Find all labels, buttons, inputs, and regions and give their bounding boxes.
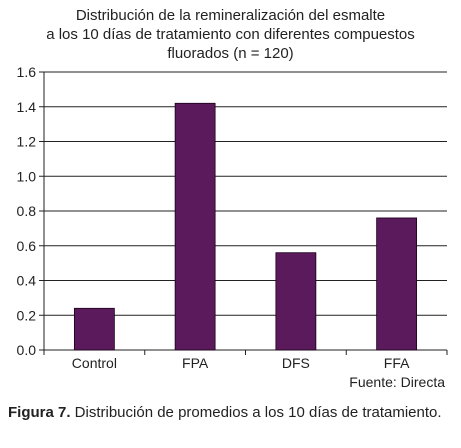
bar-dfs — [275, 252, 317, 351]
y-tick-label: 1.4 — [17, 99, 37, 115]
y-tick-label: 0.2 — [17, 307, 37, 323]
chart-title-line-1: Distribución de la remineralización del … — [75, 7, 386, 24]
bar-control — [73, 307, 115, 351]
y-tick-label: 0.8 — [17, 203, 37, 219]
x-tick-label: Control — [72, 355, 117, 371]
y-tick-label: 1.0 — [17, 168, 37, 184]
y-tick-label: 0.0 — [17, 342, 37, 358]
y-tick-label: 0.4 — [17, 273, 37, 289]
y-tick-label: 0.6 — [17, 238, 37, 254]
figure-caption-text: Distribución de promedios a los 10 días … — [70, 404, 442, 421]
y-tick-label: 1.2 — [17, 134, 37, 150]
x-tick-label: FFA — [384, 355, 410, 371]
chart-title-line-3: fluorados (n = 120) — [167, 45, 294, 62]
chart-title-line-2: a los 10 días de tratamiento con diferen… — [46, 26, 415, 43]
chart-title: Distribución de la remineralización del … — [0, 6, 461, 63]
x-tick-label: DFS — [282, 355, 310, 371]
source-note: Fuente: Directa — [349, 374, 445, 390]
figure-caption: Figura 7. Distribución de promedios a lo… — [8, 403, 453, 422]
x-tick-label: FPA — [182, 355, 209, 371]
figure-label: Figura 7. — [8, 404, 71, 421]
bar-ffa — [376, 217, 418, 351]
y-tick-label: 1.6 — [17, 64, 37, 80]
bar-fpa — [174, 102, 216, 351]
